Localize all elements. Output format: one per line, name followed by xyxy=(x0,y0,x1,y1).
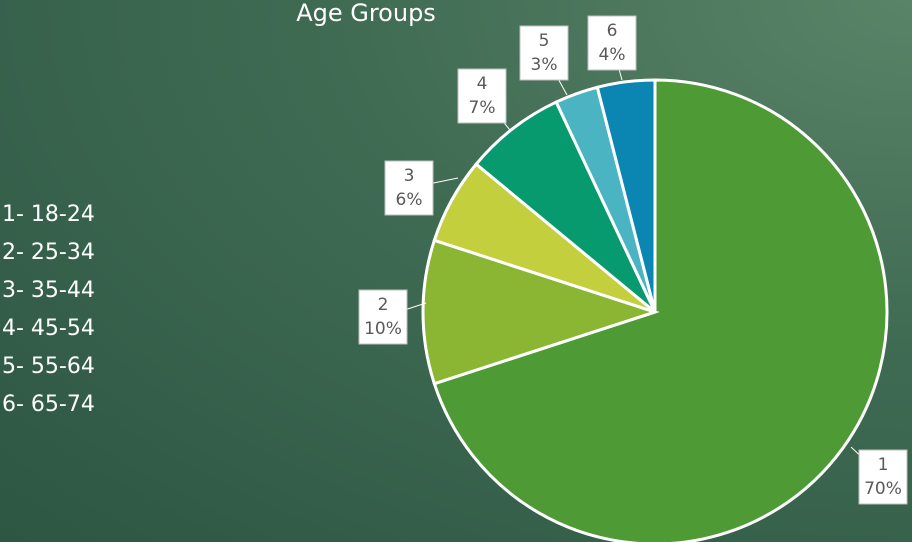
callout-box xyxy=(858,449,908,505)
legend-text: 3- 35-44 xyxy=(2,278,95,303)
chart-title: Age Groups xyxy=(296,0,436,27)
value-label: 7% xyxy=(469,98,496,118)
callout-box xyxy=(457,68,507,124)
category-label: 1 xyxy=(878,455,889,475)
category-label: 6 xyxy=(607,21,618,41)
pie-slice xyxy=(432,78,889,542)
category-label: 2 xyxy=(378,295,389,315)
value-label: 3% xyxy=(531,55,558,75)
callout-box xyxy=(587,15,637,71)
pie-slice xyxy=(595,78,657,313)
category-label: 3 xyxy=(404,166,415,186)
legend-text: 2- 25-34 xyxy=(2,240,95,265)
category-label: 4 xyxy=(477,74,488,94)
callout-box xyxy=(384,160,434,216)
value-label: 70% xyxy=(864,479,902,499)
callout-box xyxy=(358,289,408,345)
value-label: 4% xyxy=(599,45,626,65)
pie-slice xyxy=(474,100,657,314)
legend-text: 6- 65-74 xyxy=(2,392,95,417)
value-label: 6% xyxy=(396,190,423,210)
legend-text: 1- 18-24 xyxy=(2,202,95,227)
value-label: 10% xyxy=(364,319,402,339)
legend-text: 4- 45-54 xyxy=(2,316,95,341)
pie-slice xyxy=(421,238,660,386)
legend-text: 5- 55-64 xyxy=(2,354,95,379)
callout-box xyxy=(519,25,569,81)
category-label: 5 xyxy=(539,31,550,51)
